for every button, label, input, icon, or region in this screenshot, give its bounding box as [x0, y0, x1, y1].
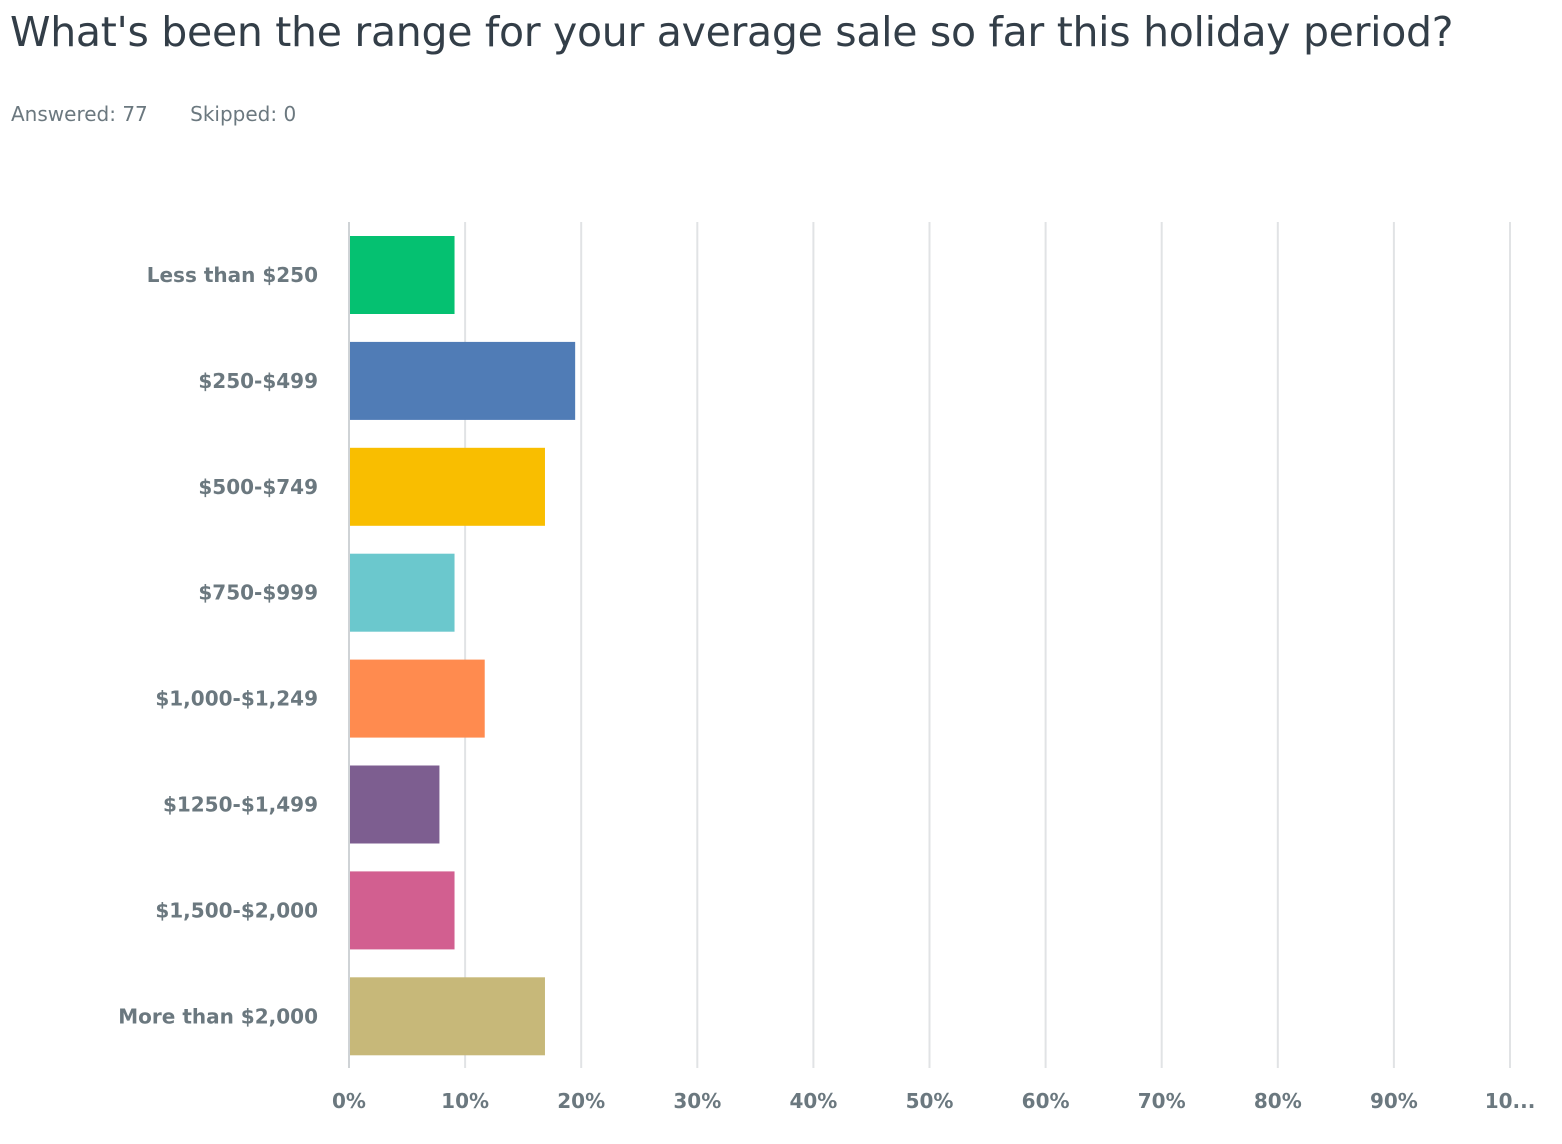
bar[interactable] — [350, 659, 485, 738]
y-category-label: $1250-$1,499 — [163, 793, 318, 817]
bar[interactable] — [350, 765, 440, 844]
x-tick-label: 20% — [557, 1089, 605, 1113]
bar[interactable] — [350, 977, 545, 1056]
page-title: What's been the range for your average s… — [10, 8, 1454, 56]
y-category-label: $1,000-$1,249 — [155, 687, 318, 711]
y-category-label: $1,500-$2,000 — [155, 898, 318, 922]
y-category-label: More than $2,000 — [118, 1004, 318, 1028]
y-category-label: Less than $250 — [147, 263, 318, 287]
x-tick-label: 10... — [1485, 1089, 1536, 1113]
y-category-label: $500-$749 — [198, 475, 318, 499]
x-tick-label: 80% — [1254, 1089, 1302, 1113]
x-tick-label: 30% — [673, 1089, 721, 1113]
x-tick-label: 60% — [1022, 1089, 1070, 1113]
skipped-count: Skipped: 0 — [190, 102, 297, 126]
answered-count: Answered: 77 — [11, 102, 148, 126]
y-category-label: $750-$999 — [198, 581, 318, 605]
bar[interactable] — [350, 236, 455, 314]
bar[interactable] — [350, 871, 455, 950]
x-tick-label: 70% — [1138, 1089, 1186, 1113]
x-tick-label: 0% — [332, 1089, 366, 1113]
x-tick-label: 90% — [1370, 1089, 1418, 1113]
x-tick-label: 10% — [441, 1089, 489, 1113]
bar[interactable] — [350, 341, 576, 420]
bar[interactable] — [350, 447, 545, 526]
x-tick-label: 40% — [789, 1089, 837, 1113]
y-category-label: $250-$499 — [198, 369, 318, 393]
response-stats: Answered: 77 Skipped: 0 — [11, 102, 332, 126]
bar[interactable] — [350, 553, 455, 632]
x-tick-label: 50% — [906, 1089, 954, 1113]
